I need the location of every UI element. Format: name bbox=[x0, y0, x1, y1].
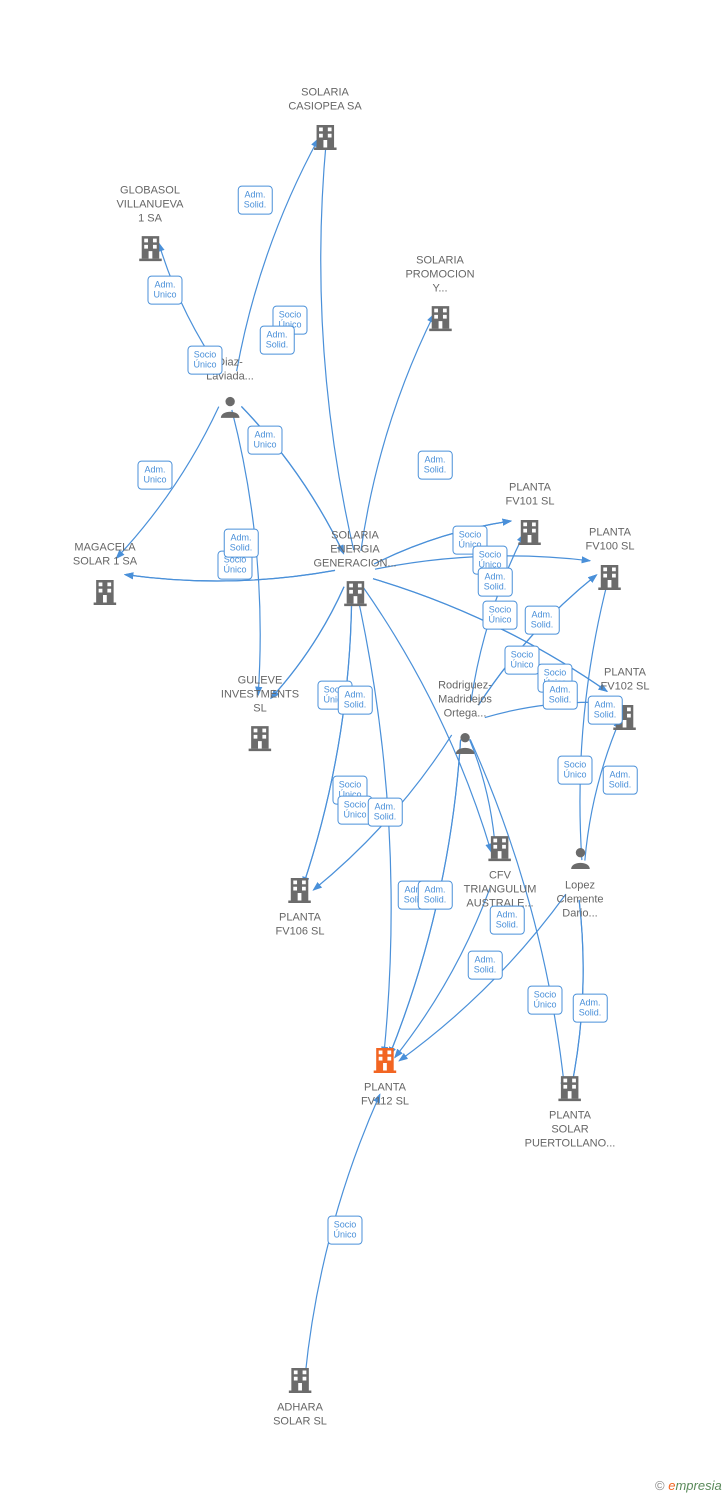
edge bbox=[478, 575, 596, 705]
edge bbox=[159, 243, 222, 372]
edge bbox=[303, 590, 352, 886]
copyright-symbol: © bbox=[655, 1478, 665, 1493]
edge bbox=[580, 580, 608, 860]
edge bbox=[395, 887, 490, 1057]
edge bbox=[361, 314, 434, 551]
edge bbox=[389, 740, 460, 1056]
edge bbox=[471, 534, 524, 701]
watermark: © empresia bbox=[655, 1478, 722, 1493]
edge bbox=[571, 900, 583, 1090]
edge bbox=[241, 406, 343, 553]
edge bbox=[313, 735, 451, 890]
edge bbox=[389, 740, 460, 1056]
edge bbox=[116, 407, 219, 559]
edge bbox=[241, 406, 343, 553]
edge bbox=[356, 590, 391, 1055]
edge bbox=[237, 139, 319, 371]
edge bbox=[585, 719, 620, 860]
edge bbox=[232, 410, 260, 695]
edge bbox=[271, 587, 344, 699]
network-canvas bbox=[0, 0, 728, 1500]
edge bbox=[470, 739, 496, 850]
edge bbox=[364, 588, 492, 852]
edge bbox=[125, 570, 335, 581]
edge bbox=[478, 575, 596, 705]
watermark-text: mpresia bbox=[675, 1478, 721, 1493]
edge bbox=[305, 1094, 380, 1375]
edge bbox=[303, 590, 352, 886]
edge bbox=[321, 140, 354, 550]
edge bbox=[271, 587, 344, 699]
edge bbox=[374, 521, 511, 564]
edge bbox=[375, 556, 590, 569]
edge bbox=[374, 521, 511, 564]
edge bbox=[399, 894, 566, 1061]
edge bbox=[485, 702, 605, 717]
